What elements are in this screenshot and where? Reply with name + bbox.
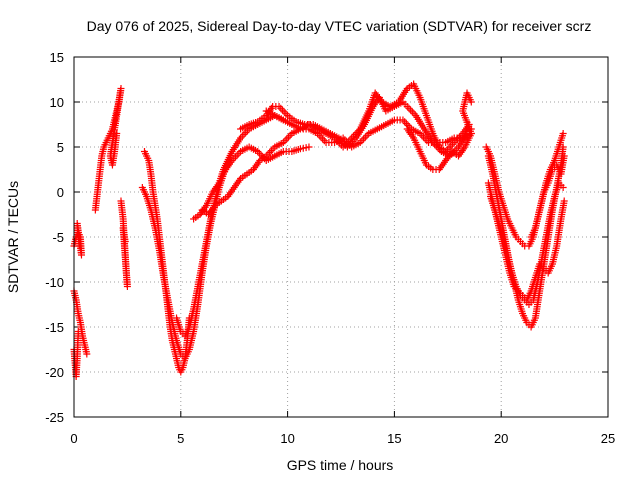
y-tick-label: -5 [52, 230, 64, 245]
data-point [113, 130, 121, 137]
data-point [305, 143, 313, 151]
data-point [360, 135, 368, 143]
y-tick-labels: -25 -20 -15 -10 -5 0 5 10 15 [45, 50, 64, 425]
data-point [319, 135, 327, 143]
series-track-q [484, 179, 568, 304]
data-point [74, 328, 82, 335]
data-point [361, 133, 369, 141]
x-tick-label: 25 [601, 431, 615, 446]
data-point [267, 147, 275, 155]
y-tick-label: -25 [45, 410, 64, 425]
data-point [240, 130, 248, 138]
data-point [559, 130, 567, 137]
plot-frame [73, 56, 609, 418]
y-tick-label: 5 [57, 140, 64, 155]
series-track-d [91, 85, 125, 214]
x-tick-label: 20 [494, 431, 508, 446]
data-point [277, 104, 285, 112]
data-point [405, 104, 413, 112]
y-tick-label: -15 [45, 320, 64, 335]
chart-title: Day 076 of 2025, Sidereal Day-to-day VTE… [87, 18, 592, 34]
data-point [467, 98, 475, 106]
data-point [283, 135, 291, 143]
data-point [559, 143, 567, 151]
data-point [320, 137, 328, 145]
data-point [402, 120, 410, 128]
data-point [278, 106, 286, 114]
y-tick-label: 15 [50, 50, 64, 65]
data-point [284, 133, 292, 141]
series-track-r [527, 152, 568, 241]
y-axis-label: SDTVAR / TECUs [5, 181, 21, 293]
data-points [70, 80, 568, 380]
series-track-l [262, 80, 473, 155]
data-point [233, 151, 241, 159]
data-point [560, 197, 568, 205]
series-track-h [173, 112, 287, 340]
y-tick-label: -20 [45, 365, 64, 380]
data-point [280, 108, 288, 116]
x-tick-label: 0 [70, 431, 77, 446]
x-axis-label: GPS time / hours [287, 457, 394, 473]
series-track-c [70, 220, 85, 259]
y-tick-label: 0 [57, 185, 64, 200]
data-point [75, 242, 83, 250]
data-point [407, 106, 415, 114]
data-point [121, 238, 129, 245]
y-tick-label: -10 [45, 275, 64, 290]
x-tick-label: 10 [280, 431, 294, 446]
series-track-e [117, 197, 131, 290]
x-tick-label: 5 [177, 431, 184, 446]
series-track-b [70, 328, 82, 380]
x-tick-labels: 0 5 10 15 20 25 [70, 431, 615, 446]
data-point [408, 108, 416, 116]
series-track-f [140, 148, 193, 376]
series-track-m [403, 89, 475, 173]
data-point [275, 103, 283, 110]
x-tick-label: 15 [387, 431, 401, 446]
data-point [282, 110, 290, 118]
data-point [231, 153, 239, 161]
data-point [401, 118, 409, 126]
data-point [560, 152, 568, 160]
y-tick-label: 10 [50, 95, 64, 110]
data-point [83, 350, 91, 358]
data-point [559, 184, 567, 191]
